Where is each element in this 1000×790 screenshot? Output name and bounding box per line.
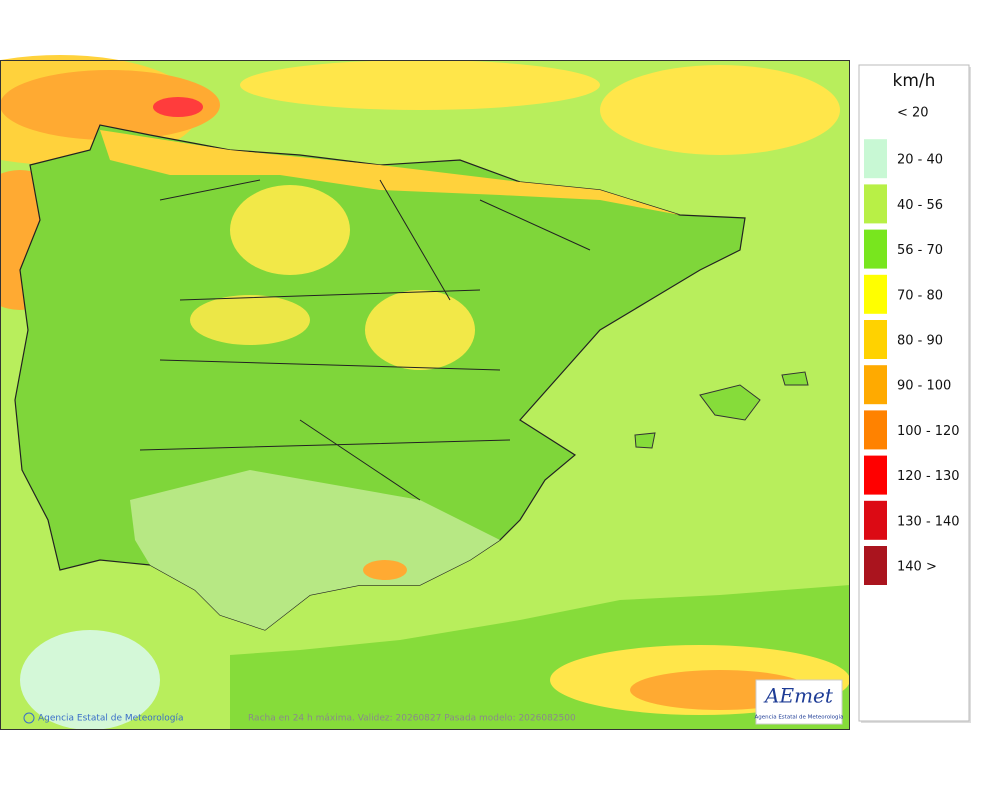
wind-zone — [130, 470, 500, 630]
legend: km/h < 20 20 - 40 40 - 56 56 - 70 70 - 80 80 … — [858, 64, 971, 723]
island — [699, 384, 761, 421]
legend-swatch — [864, 229, 887, 269]
legend-label: 120 - 130 — [897, 469, 960, 484]
wind-zone — [365, 290, 475, 370]
legend-label: < 20 — [897, 106, 929, 121]
copyright-icon — [23, 712, 35, 724]
credit: Agencia Estatal de Meteorología — [38, 714, 184, 724]
legend-swatch — [864, 410, 887, 450]
legend-label: 56 - 70 — [897, 243, 943, 258]
caption: Racha en 24 h máxima. Validez: 20260827 … — [248, 714, 576, 724]
wind-zone — [100, 130, 680, 215]
legend-label: 90 - 100 — [897, 379, 951, 394]
wind-zone — [240, 60, 600, 110]
legend-unit: km/h — [893, 71, 936, 91]
legend-swatch — [864, 500, 887, 540]
legend-swatch — [864, 139, 887, 179]
legend-label: 100 - 120 — [897, 424, 960, 439]
region-border — [139, 179, 591, 501]
logo-subtitle: Agencia Estatal de Meteorología — [755, 714, 844, 721]
wind-zone — [153, 97, 203, 117]
legend-swatch — [864, 455, 887, 495]
legend-label: 80 - 90 — [897, 334, 943, 349]
map-frame — [0, 60, 850, 730]
wind-zone — [230, 185, 350, 275]
wind-zone — [190, 295, 310, 345]
island — [634, 432, 656, 449]
legend-swatch — [864, 274, 887, 314]
wind-zone — [600, 65, 840, 155]
legend-swatch — [864, 365, 887, 405]
wind-zone — [363, 560, 407, 580]
island — [781, 371, 809, 386]
wind-zone — [20, 630, 160, 730]
legend-label: 140 > — [897, 560, 937, 575]
logo-box — [755, 679, 843, 725]
legend-label: 20 - 40 — [897, 153, 943, 168]
wind-zone — [0, 70, 220, 140]
logo-name: AEmet — [763, 684, 834, 708]
legend-swatch — [864, 546, 887, 585]
map: Agencia Estatal de Meteorología Racha en… — [0, 55, 850, 730]
legend-label: 40 - 56 — [897, 198, 943, 213]
legend-swatch — [864, 184, 887, 224]
legend-swatch — [864, 320, 887, 359]
legend-label: 130 - 140 — [897, 514, 960, 529]
legend-label: 70 - 80 — [897, 288, 943, 303]
